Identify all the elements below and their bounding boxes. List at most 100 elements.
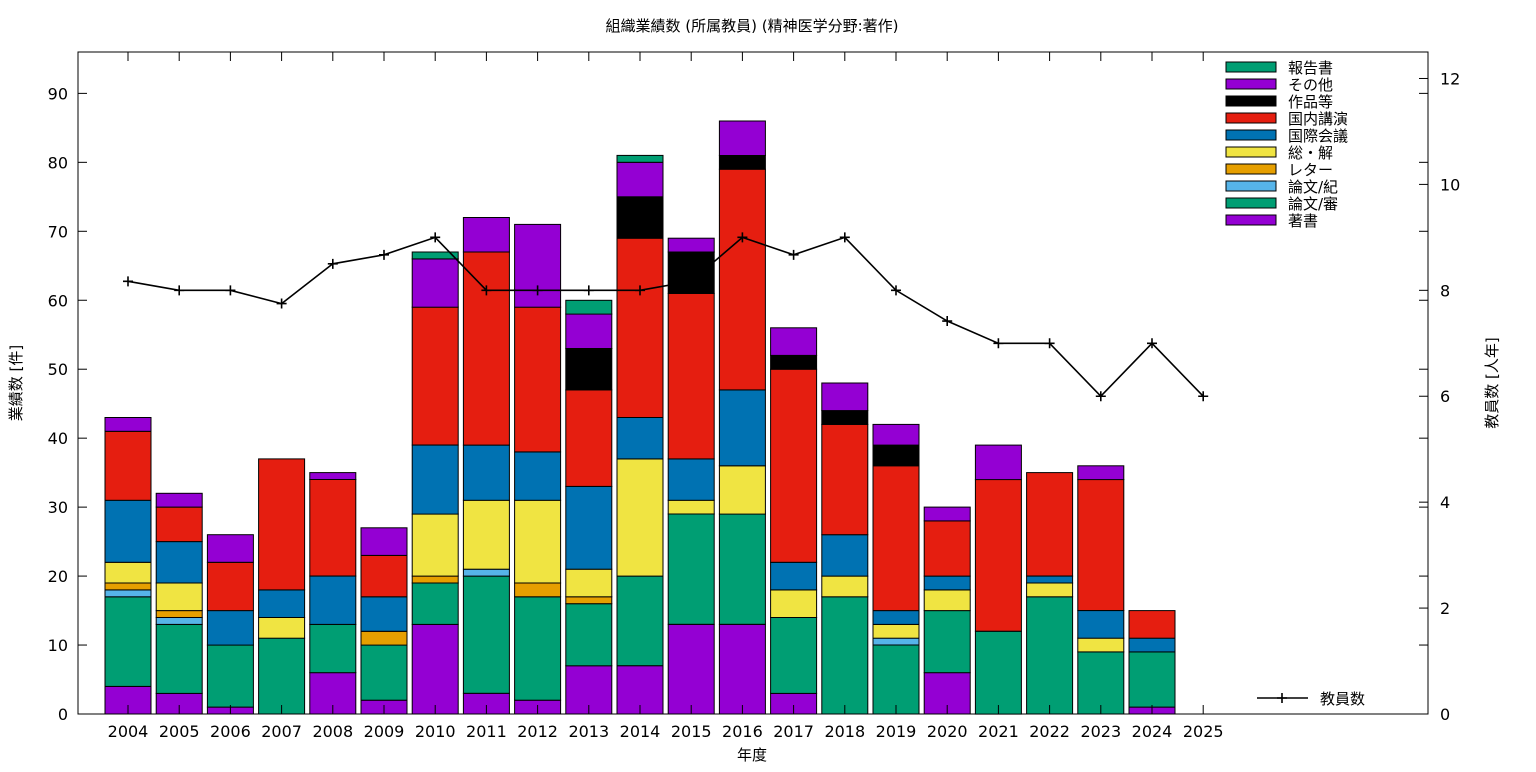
bar-segment [462,217,510,253]
bar-segment [309,575,357,625]
bar-segment [718,389,766,467]
y2-tick-label: 2 [1440,599,1450,618]
legend-swatch [1225,146,1277,158]
legend-swatch [1225,197,1277,209]
y2-tick-label: 4 [1440,493,1450,512]
bar-segment [565,603,613,667]
bar-segment [565,313,613,349]
line-point [788,249,799,260]
bar-segment [770,589,818,619]
bar-segment [667,251,715,294]
bar-segment [667,499,715,515]
bar-segment [411,582,459,625]
bar-segment [360,596,408,632]
line-point [532,285,543,296]
legend-label: 国内講演 [1288,110,1348,128]
bar-segment [718,513,766,625]
legend-label: 著書 [1288,212,1318,230]
bar-segment [206,644,254,708]
y-axis-label: 業績数 [件] [7,345,25,421]
bar-segment [514,582,562,598]
line-point [327,258,338,269]
line-series-teachers [127,236,1204,398]
line-point [1044,338,1055,349]
x-tick-label: 2018 [824,722,865,741]
line-point [583,285,594,296]
bar-segment [872,644,920,715]
bar-segment [411,306,459,446]
bar-segment [155,610,203,618]
bar-segment [667,458,715,501]
x-tick-label: 2017 [773,722,814,741]
bar-segment [258,589,306,619]
bar-segment [360,554,408,598]
bar-segment [565,389,613,487]
bar-segment [974,479,1022,632]
bar-segment [1026,575,1074,584]
bar-segment [872,623,920,639]
x-tick-label: 2025 [1183,722,1224,741]
x-tick-label: 2010 [415,722,456,741]
bar-segment [309,623,357,674]
legend-label: 論文/紀 [1288,178,1338,196]
bar-segment [104,430,152,501]
y-tick-label: 0 [58,705,68,724]
bar-segment [872,610,920,625]
line-point [276,298,287,309]
legend-swatch [1225,78,1277,90]
y-tick-label: 20 [48,567,68,586]
legend-swatch [1225,112,1277,124]
bar-segment [1026,472,1074,577]
bars-layer [104,120,1176,715]
bar-segment [1128,651,1176,708]
bar-segment [206,561,254,612]
line-point [891,285,901,296]
legend-swatch [1225,214,1277,226]
y2-tick-label: 10 [1440,175,1460,194]
bar-segment [821,382,869,412]
legend-swatch [1225,180,1277,192]
bar-segment [565,299,613,315]
x-tick-label: 2019 [876,722,917,741]
bar-segment [104,589,152,598]
bar-segment [1128,637,1176,653]
legend-swatch [1225,95,1277,107]
bar-segment [155,623,203,694]
bar-segment [565,568,613,598]
bar-segment [718,154,766,170]
bar-segment [104,582,152,591]
bar-segment [616,458,664,577]
bar-segment [462,499,510,570]
y2-tick-label: 0 [1440,705,1450,724]
line-point [174,285,185,296]
bar-segment [821,575,869,598]
bar-segment [462,568,510,577]
bar-segment [1026,596,1074,715]
bar-segment [360,644,408,701]
x-tick-label: 2020 [927,722,968,741]
bar-segment [411,444,459,515]
legend-label: 総・解 [1288,144,1333,162]
y-tick-label: 10 [48,636,68,655]
y-tick-label: 80 [48,153,68,172]
bar-segment [1077,610,1125,639]
y-tick-label: 50 [48,360,68,379]
legend-label: レター [1288,161,1333,179]
legend-line-marker [1277,693,1287,703]
bar-segment [411,623,459,715]
bar-segment [155,582,203,612]
bar-segment [923,575,971,591]
line-point [225,285,236,296]
bar-segment [616,575,664,667]
bar-segment [104,417,152,432]
bar-segment [821,596,869,715]
bar-segment [923,506,971,522]
bar-segment [616,161,664,198]
y-tick-label: 60 [48,291,68,310]
bar-segment [565,596,613,605]
legend-label: 論文/審 [1288,195,1338,213]
line-point [993,338,1004,349]
y-tick-label: 40 [48,429,68,448]
